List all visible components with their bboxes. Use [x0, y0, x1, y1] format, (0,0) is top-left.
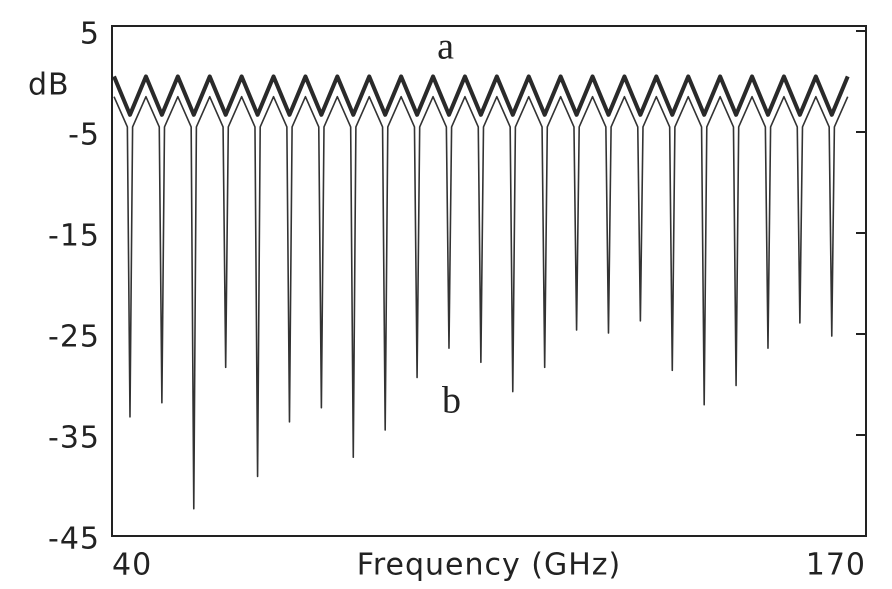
y-tick-label: -35 [48, 421, 100, 456]
y-unit-label: dB [28, 68, 70, 103]
y-tick-label: 5 [80, 17, 100, 52]
x-tick-label: 40 [112, 548, 152, 583]
line-series [112, 74, 850, 117]
annotation: a [437, 26, 455, 68]
line-series [113, 95, 849, 510]
y-tick-label: -25 [48, 320, 100, 355]
x-tick-label: 170 [806, 548, 866, 583]
annotation: b [442, 380, 462, 422]
y-tick-label: -45 [48, 522, 100, 557]
y-tick-label: -15 [48, 219, 100, 254]
y-tick-label: -5 [68, 118, 100, 153]
x-axis-label: Frequency (GHz) [357, 548, 621, 583]
plot-frame [111, 25, 867, 537]
